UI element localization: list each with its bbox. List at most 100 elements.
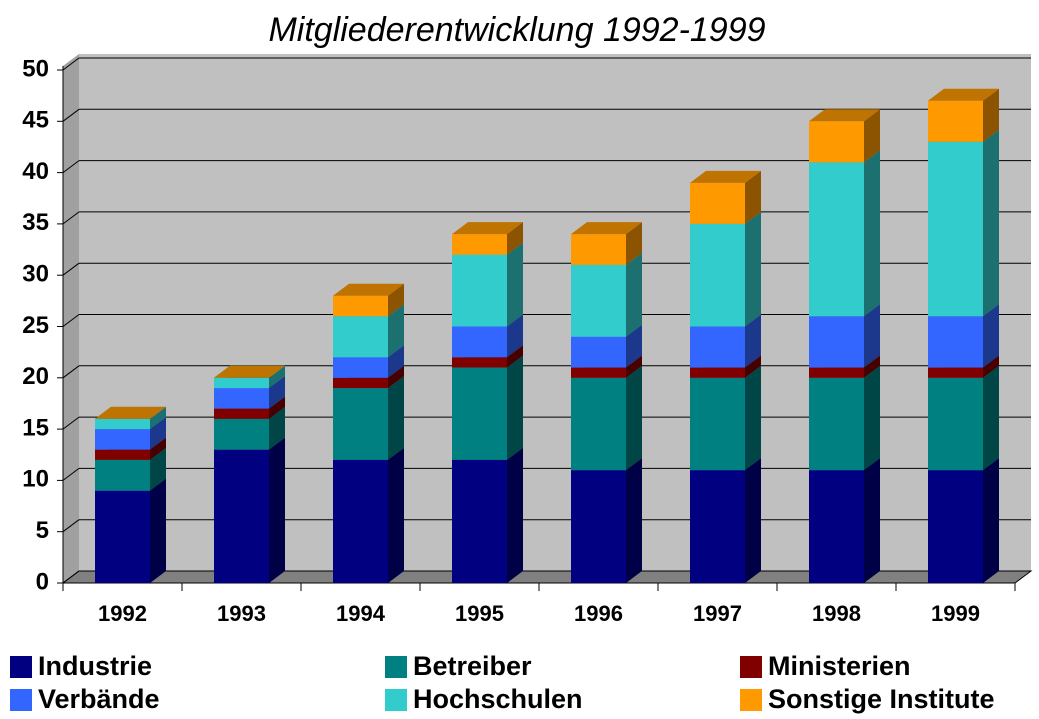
bar-segment-side — [507, 345, 523, 368]
bar-segment-side — [150, 478, 166, 583]
grid-line-side — [62, 467, 80, 481]
side-wall — [63, 54, 79, 583]
x-tick-label: 1999 — [931, 601, 980, 626]
bar-segment-side — [864, 355, 880, 378]
bar-segment-side — [983, 458, 999, 583]
bar-segment — [690, 377, 745, 471]
bar-segment — [809, 316, 864, 368]
bar-segment-side — [864, 304, 880, 368]
bar-segment — [690, 223, 745, 327]
bar-segment-side — [626, 324, 642, 368]
bar-segment — [333, 316, 388, 358]
grid-line-side — [62, 519, 80, 533]
y-tick-label: 0 — [36, 568, 49, 595]
grid-line-side — [62, 211, 80, 225]
bar-segment — [809, 162, 864, 317]
y-tick-label: 25 — [22, 312, 49, 339]
y-tick-label: 10 — [22, 466, 49, 493]
y-tick-label: 15 — [22, 414, 49, 441]
bar-segment-side — [150, 437, 166, 460]
grid-line-side — [62, 365, 80, 379]
bar-segment — [928, 377, 983, 471]
bar-segment — [571, 367, 626, 378]
bar-segment-side — [626, 458, 642, 583]
bar-segment-side — [983, 304, 999, 368]
bar-segment-top — [452, 222, 523, 235]
bar-segment-side — [269, 406, 285, 450]
bar-segment-side — [507, 447, 523, 583]
bar-segment — [571, 470, 626, 583]
y-tick-label: 40 — [22, 158, 49, 185]
bar-segment-top — [690, 170, 761, 183]
bar-segment-side — [626, 355, 642, 378]
grid-line-side — [62, 57, 80, 71]
bar-segment-top — [214, 365, 285, 378]
bar-segment-side — [983, 355, 999, 378]
bar-segment-side — [507, 314, 523, 358]
grid-line-side — [62, 416, 80, 430]
bar-segment-side — [269, 365, 285, 389]
bar-segment-side — [626, 222, 642, 265]
x-tick-label: 1993 — [217, 601, 266, 626]
bar-segment — [95, 429, 150, 450]
bar-segment — [690, 367, 745, 378]
bar-segment — [452, 367, 507, 460]
bar-segment — [214, 408, 269, 419]
bar-segment — [333, 459, 388, 583]
legend-label: Hochschulen — [413, 684, 583, 714]
y-tick-label: 30 — [22, 261, 49, 288]
legend-swatch — [385, 656, 407, 678]
bar-segment — [571, 264, 626, 337]
bar-segment — [452, 326, 507, 358]
bar-segment-side — [983, 365, 999, 471]
chart-title: Mitgliederentwicklung 1992-1999 — [268, 11, 765, 49]
bar-segment-top — [333, 283, 404, 296]
bar-segment — [571, 234, 626, 265]
bar-segment — [452, 357, 507, 368]
bar-segment — [809, 121, 864, 163]
x-tick-label: 1998 — [812, 601, 861, 626]
bar-segment — [452, 254, 507, 327]
bar-segment-side — [983, 88, 999, 142]
bar-segment — [452, 459, 507, 583]
bar-segment-side — [388, 304, 404, 358]
bar-segment-side — [864, 365, 880, 471]
bar-segment — [214, 377, 269, 389]
bar-segment-side — [745, 355, 761, 378]
bar-segment-side — [269, 396, 285, 419]
bar-segment — [333, 295, 388, 317]
bar-segment-top — [95, 406, 166, 419]
bar-segment-side — [507, 242, 523, 327]
bar-segment — [809, 377, 864, 471]
bar-segment — [809, 470, 864, 583]
bar-segment — [95, 459, 150, 491]
bar-segment — [928, 470, 983, 583]
bar-segment — [214, 388, 269, 409]
bar-segment-top — [928, 88, 999, 101]
x-tick-label: 1996 — [574, 601, 623, 626]
bar-segment-side — [745, 365, 761, 471]
floor — [61, 570, 1033, 584]
legend-label: Verbände — [38, 684, 160, 714]
bar-segment-side — [507, 222, 523, 255]
y-tick-label: 50 — [22, 55, 49, 82]
legend-label: Sonstige Institute — [768, 684, 995, 714]
bar-segment — [928, 316, 983, 368]
legend-label: Ministerien — [768, 651, 911, 681]
bar-segment — [809, 367, 864, 378]
bar-segment-side — [745, 170, 761, 224]
bar-segment — [214, 449, 269, 583]
bar-segment-side — [983, 129, 999, 317]
grid-line-side — [62, 570, 80, 584]
bar-segment — [690, 470, 745, 583]
bar-segment-side — [388, 376, 404, 460]
grid-line-side — [62, 160, 80, 174]
bar-segment-side — [745, 211, 761, 327]
legend-label: Betreiber — [413, 651, 532, 681]
bar-segment-side — [745, 458, 761, 583]
y-tick-label: 5 — [36, 517, 49, 544]
grid-line-side — [62, 314, 80, 327]
bar-segment-side — [269, 437, 285, 583]
bar-segment — [452, 234, 507, 255]
